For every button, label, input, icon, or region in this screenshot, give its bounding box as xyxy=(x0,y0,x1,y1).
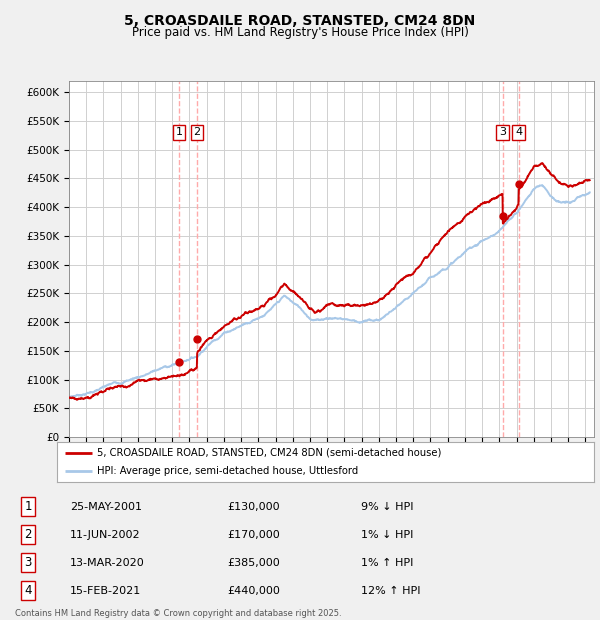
Text: 13-MAR-2020: 13-MAR-2020 xyxy=(70,557,145,567)
Text: 1: 1 xyxy=(25,500,32,513)
Text: 1: 1 xyxy=(175,127,182,138)
Text: 15-FEB-2021: 15-FEB-2021 xyxy=(70,585,142,596)
Text: 11-JUN-2002: 11-JUN-2002 xyxy=(70,529,141,539)
Text: £440,000: £440,000 xyxy=(227,585,280,596)
Text: 5, CROASDAILE ROAD, STANSTED, CM24 8DN (semi-detached house): 5, CROASDAILE ROAD, STANSTED, CM24 8DN (… xyxy=(97,448,442,458)
Text: 2: 2 xyxy=(194,127,200,138)
Text: Price paid vs. HM Land Registry's House Price Index (HPI): Price paid vs. HM Land Registry's House … xyxy=(131,26,469,39)
Text: £385,000: £385,000 xyxy=(227,557,280,567)
Text: 25-MAY-2001: 25-MAY-2001 xyxy=(70,502,142,512)
Text: £130,000: £130,000 xyxy=(227,502,280,512)
Text: 12% ↑ HPI: 12% ↑ HPI xyxy=(361,585,421,596)
Text: HPI: Average price, semi-detached house, Uttlesford: HPI: Average price, semi-detached house,… xyxy=(97,466,359,477)
Text: 3: 3 xyxy=(499,127,506,138)
Text: 1% ↑ HPI: 1% ↑ HPI xyxy=(361,557,413,567)
Text: 4: 4 xyxy=(25,584,32,597)
Text: 2: 2 xyxy=(25,528,32,541)
Text: 1% ↓ HPI: 1% ↓ HPI xyxy=(361,529,413,539)
Text: 9% ↓ HPI: 9% ↓ HPI xyxy=(361,502,414,512)
Text: 5, CROASDAILE ROAD, STANSTED, CM24 8DN: 5, CROASDAILE ROAD, STANSTED, CM24 8DN xyxy=(124,14,476,28)
Text: £170,000: £170,000 xyxy=(227,529,280,539)
Text: Contains HM Land Registry data © Crown copyright and database right 2025.
This d: Contains HM Land Registry data © Crown c… xyxy=(15,609,341,620)
Text: 4: 4 xyxy=(515,127,522,138)
Text: 3: 3 xyxy=(25,556,32,569)
